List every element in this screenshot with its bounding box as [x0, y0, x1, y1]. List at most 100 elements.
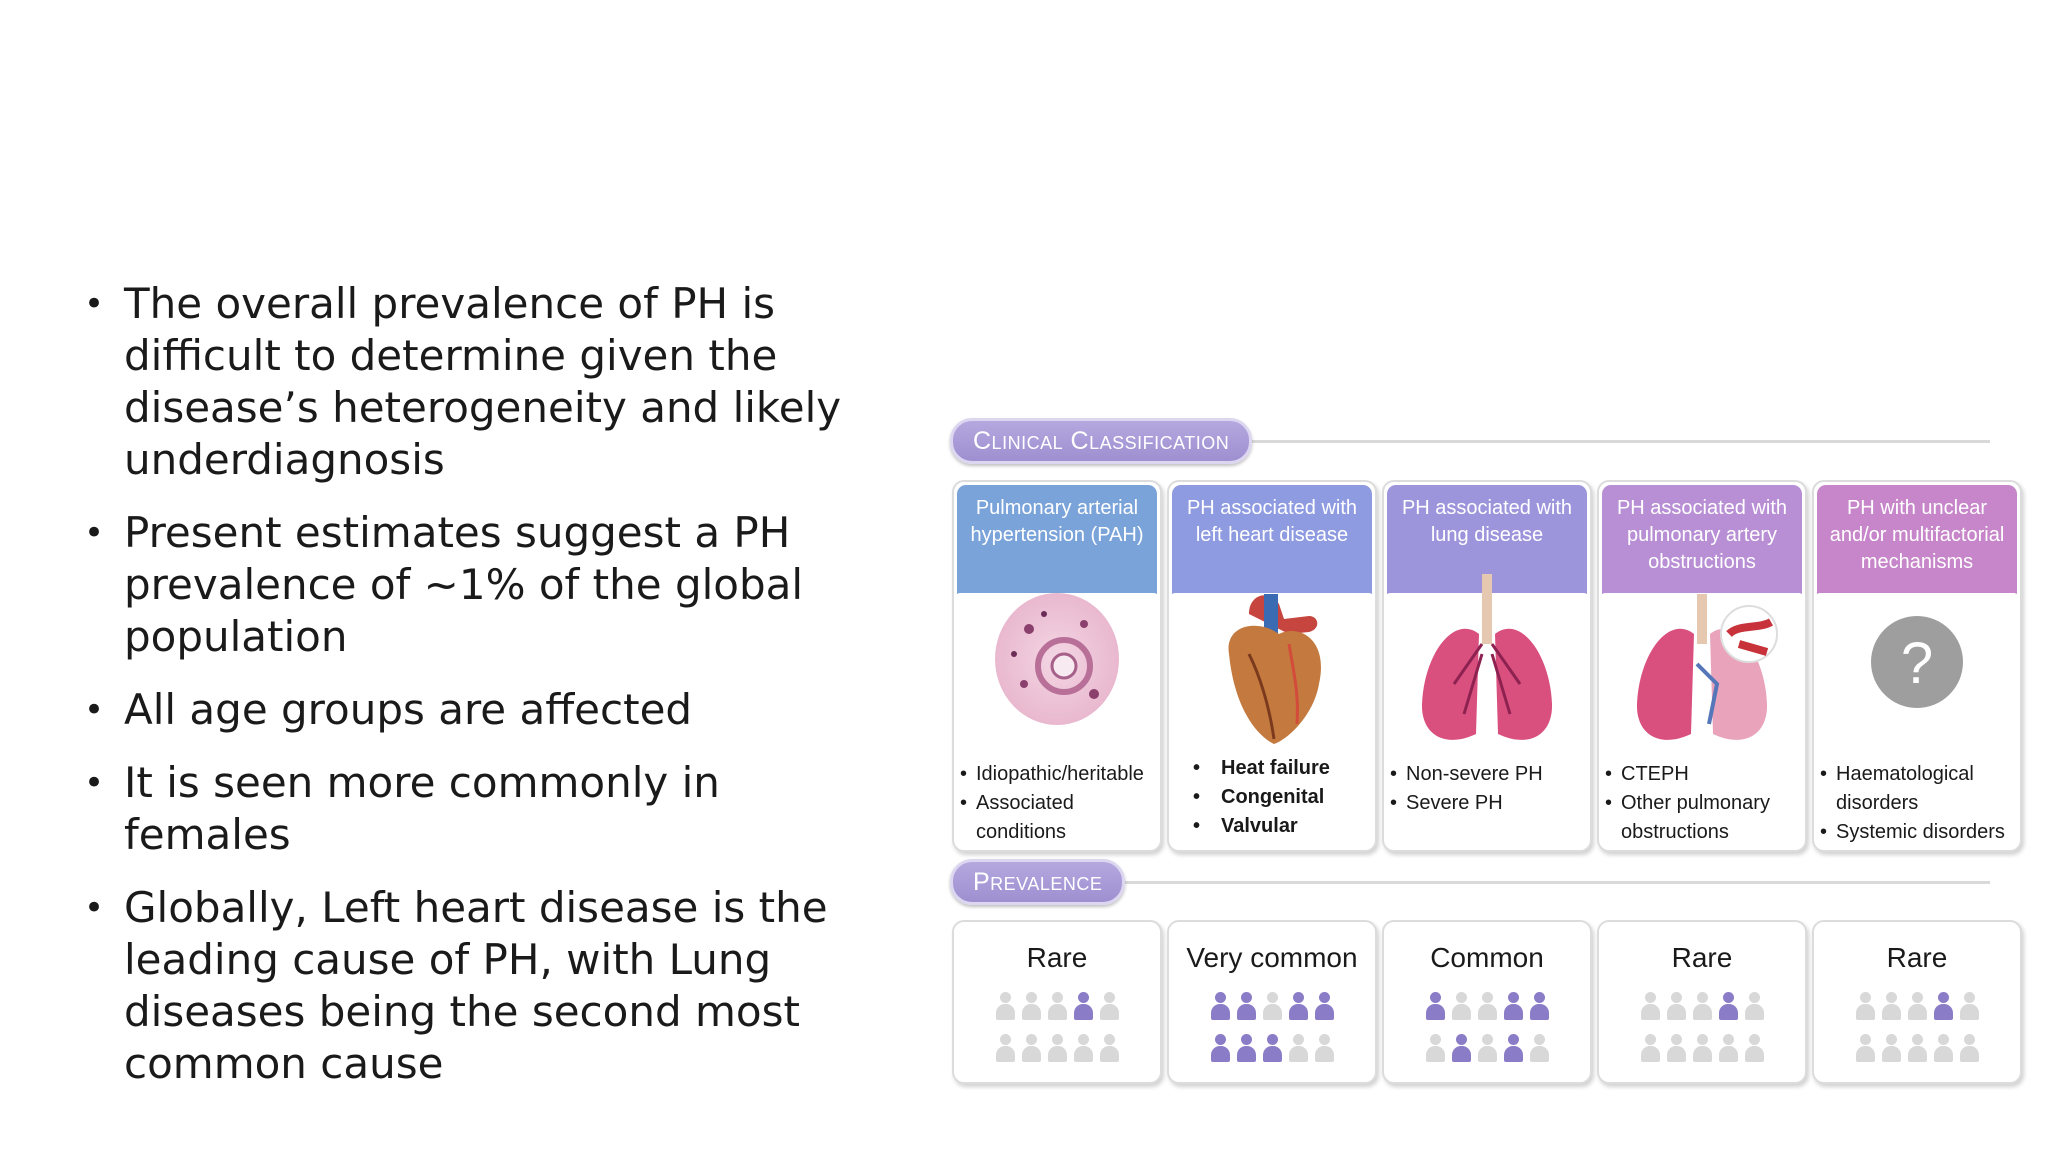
classification-card: PH associated with pulmonary artery obst…	[1597, 480, 1807, 852]
prevalence-card: Rare	[952, 920, 1162, 1084]
person-icon	[1288, 992, 1308, 1024]
person-icon	[1744, 1034, 1764, 1066]
person-icon	[1262, 1034, 1282, 1066]
classification-card: PH associated with left heart disease • H…	[1167, 480, 1377, 852]
bullet-item: • It is seen more commonly in females	[84, 758, 720, 859]
people-icon-grid	[1852, 992, 1992, 1076]
people-icon-grid	[992, 992, 1132, 1076]
person-icon	[1288, 1034, 1308, 1066]
prevalence-card: Rare	[1812, 920, 2022, 1084]
person-icon	[1503, 1034, 1523, 1066]
bullet-dot: •	[84, 888, 105, 928]
classification-card: Pulmonary arterial hypertension (PAH) • I…	[952, 480, 1162, 852]
person-icon	[1047, 1034, 1067, 1066]
person-icon	[1451, 992, 1471, 1024]
person-icon	[1477, 1034, 1497, 1066]
bullet-item: • All age groups are affected	[84, 685, 693, 734]
person-icon	[1425, 992, 1445, 1024]
bullet-dot: •	[1390, 792, 1398, 814]
person-icon	[1021, 1034, 1041, 1066]
card-item: • Other pulmonary obstructions	[1605, 789, 1801, 847]
person-icon	[1314, 992, 1334, 1024]
person-icon	[1855, 992, 1875, 1024]
bullet-item: • The overall prevalence of PH is difficu…	[84, 279, 842, 484]
bullet-dot: •	[1193, 815, 1201, 837]
person-icon	[1881, 1034, 1901, 1066]
person-icon	[1236, 992, 1256, 1024]
card-header-curve	[1387, 572, 1587, 594]
card-header-curve	[1817, 572, 2017, 594]
card-item: • Idiopathic/heritable	[960, 760, 1156, 789]
bullet-dot: •	[1193, 757, 1201, 779]
classification-header: Clinical Classification	[950, 418, 1253, 464]
person-icon	[1503, 992, 1523, 1024]
prevalence-label: Common	[1430, 942, 1544, 973]
card-item: • Severe PH	[1390, 789, 1586, 818]
person-icon	[1666, 992, 1686, 1024]
person-icon	[1881, 992, 1901, 1024]
card-illustration	[1599, 574, 1805, 754]
bullet-list: • The overall prevalence of PH is difficu…	[80, 278, 880, 1111]
person-icon	[1314, 1034, 1334, 1066]
card-header-curve	[1602, 572, 1802, 594]
bullet-dot: •	[1605, 792, 1613, 814]
prevalence-header: Prevalence	[950, 859, 1126, 905]
card-item-list: • Non-severe PH • Severe PH	[1390, 760, 1586, 818]
lungs-image	[1421, 574, 1553, 740]
bullet-dot: •	[84, 284, 105, 324]
card-item: • Valvular	[1193, 812, 1371, 841]
person-icon	[1099, 1034, 1119, 1066]
classification-title: Clinical Classification	[950, 418, 1253, 464]
person-icon	[1744, 992, 1764, 1024]
person-icon	[1907, 1034, 1927, 1066]
card-item: • Haematological disorders	[1820, 760, 2016, 818]
person-icon	[1099, 992, 1119, 1024]
prevalence-card: Rare	[1597, 920, 1807, 1084]
people-icon-grid	[1207, 992, 1347, 1076]
person-icon	[1529, 992, 1549, 1024]
bullet-dot: •	[84, 763, 105, 803]
prevalence-label: Rare	[1886, 942, 1948, 973]
people-icon-grid	[1422, 992, 1562, 1076]
person-icon	[1907, 992, 1927, 1024]
person-icon	[1047, 992, 1067, 1024]
person-icon	[995, 992, 1015, 1024]
classification-card: PH with unclear and/or multifactorial me…	[1812, 480, 2022, 852]
prevalence-card: Very common	[1167, 920, 1377, 1084]
person-icon	[1073, 1034, 1093, 1066]
bullet-dot: •	[1193, 786, 1201, 808]
person-icon	[1073, 992, 1093, 1024]
person-icon	[1640, 1034, 1660, 1066]
person-icon	[1477, 992, 1497, 1024]
person-icon	[1959, 992, 1979, 1024]
card-item: • CTEPH	[1605, 760, 1801, 789]
card-item: • Systemic disorders	[1820, 818, 2016, 847]
card-item-list: • CTEPH • Other pulmonary obstructions	[1605, 760, 1801, 847]
person-icon	[1959, 1034, 1979, 1066]
person-icon	[1718, 1034, 1738, 1066]
question-glyph: ?	[1901, 631, 1933, 696]
prevalence-label: Rare	[1026, 942, 1088, 973]
bullet-dot: •	[1820, 821, 1828, 843]
person-icon	[1262, 992, 1282, 1024]
person-icon	[1666, 1034, 1686, 1066]
card-illustration	[1384, 574, 1590, 754]
histology-slide-image	[995, 593, 1119, 725]
person-icon	[1692, 1034, 1712, 1066]
question-mark-icon: ?	[1871, 616, 1963, 708]
prevalence-label: Very common	[1186, 942, 1358, 973]
card-item-list: • Idiopathic/heritable • Associated conditi…	[960, 760, 1156, 847]
section-divider	[1250, 440, 1990, 443]
card-item: • Heat failure	[1193, 754, 1371, 783]
bullet-dot: •	[1390, 763, 1398, 785]
card-illustration	[1169, 574, 1375, 754]
person-icon	[1210, 992, 1230, 1024]
card-item: • Congenital	[1193, 783, 1371, 812]
classification-card: PH associated with lung disease • Non-sev…	[1382, 480, 1592, 852]
lungs-clot-image	[1636, 594, 1778, 740]
bullet-item: • Present estimates suggest a PH prevalen…	[84, 508, 804, 661]
card-item-list: • Haematological disorders • Systemic disor…	[1820, 760, 2016, 847]
bullet-dot: •	[960, 763, 968, 785]
person-icon	[1933, 992, 1953, 1024]
card-item: • Non-severe PH	[1390, 760, 1586, 789]
